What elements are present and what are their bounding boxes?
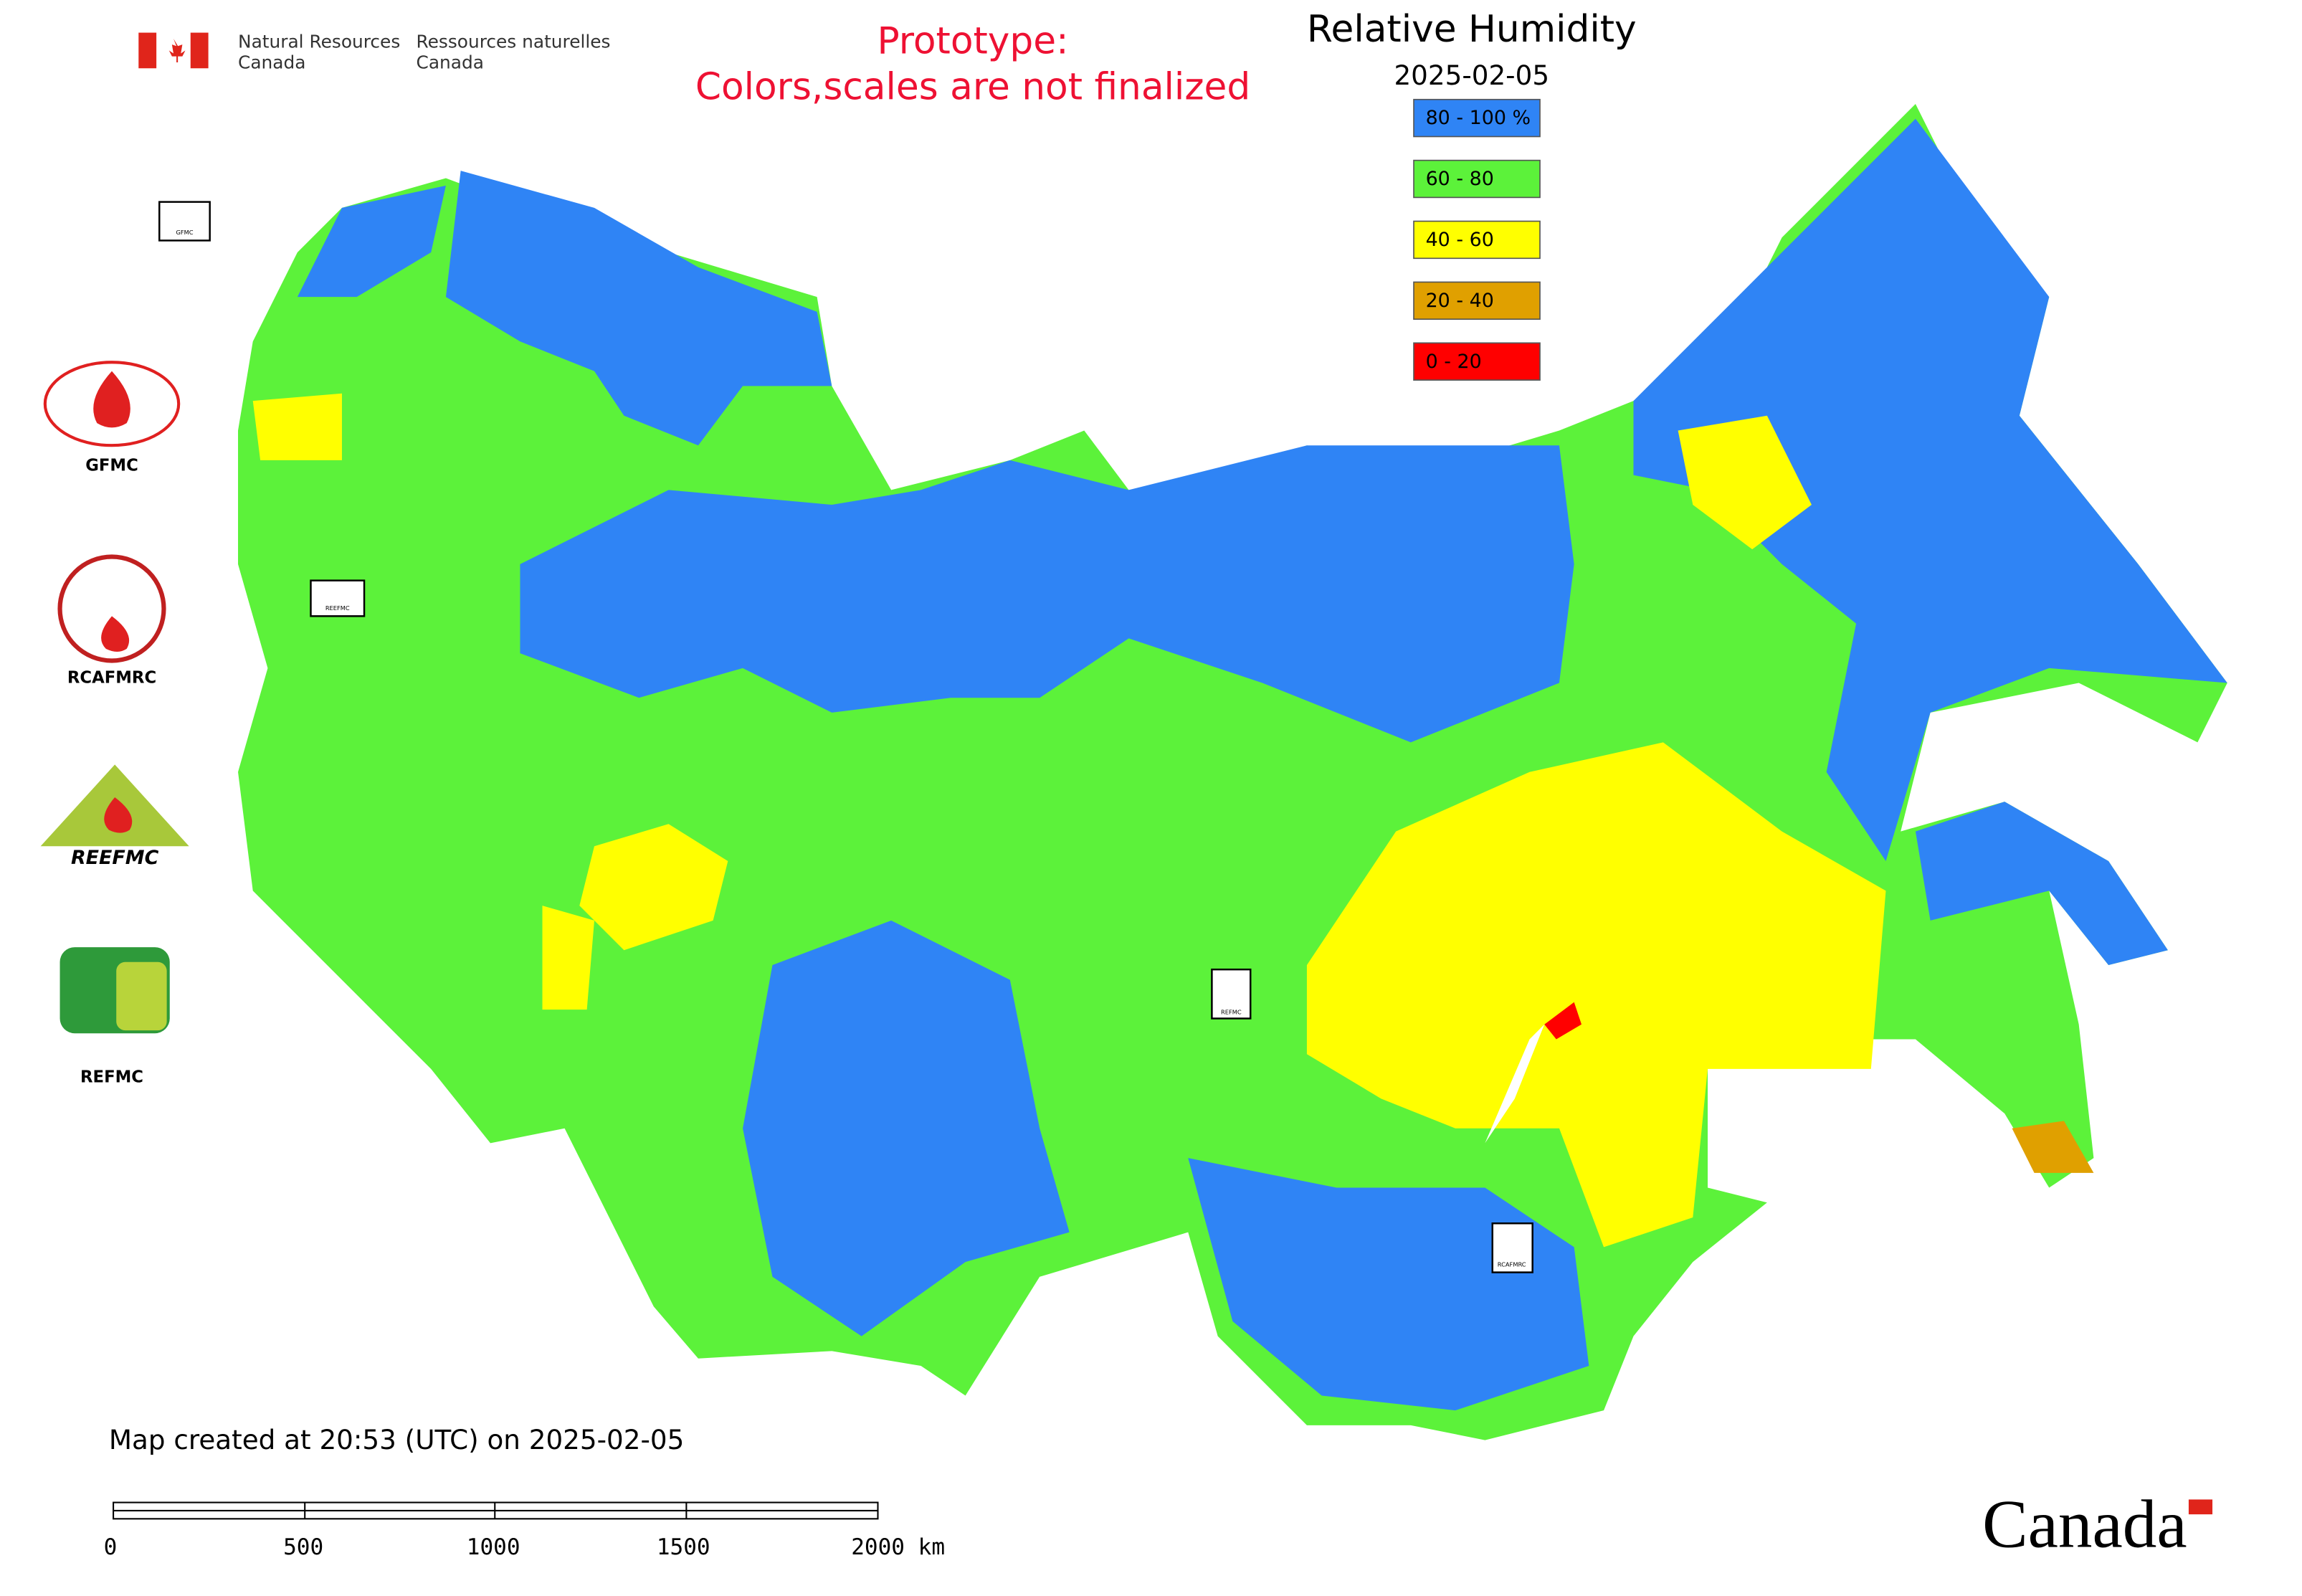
agency-fr: Canada [417, 52, 484, 72]
notice: Colors,scales are not finalized [695, 66, 1250, 109]
legend-swatch [1413, 281, 1541, 320]
gfmc-flame [93, 371, 130, 428]
created-note: Map created at 20:53 (UTC) on 2025-02-05 [109, 1424, 684, 1455]
legend-swatch [1413, 159, 1541, 199]
flag-bar [190, 32, 209, 69]
agency-en: Canada [238, 52, 305, 72]
legend-swatch [1413, 98, 1541, 138]
refmc-logo-part [116, 961, 167, 1031]
legend-label: 20 - 40 [1426, 290, 1494, 312]
legend-label: 0 - 20 [1426, 351, 1482, 373]
map-date: 2025-02-05 [1394, 60, 1549, 91]
wordmark-flag [2188, 1499, 2213, 1515]
marker-label: REFMC [1221, 1008, 1242, 1015]
rcafmrc-logo [57, 554, 166, 663]
humidity-zone [1306, 742, 1886, 1248]
humidity-zone [252, 393, 342, 460]
marker [1491, 1222, 1533, 1273]
gfmc-logo [43, 361, 181, 447]
map-markers [158, 201, 1533, 1273]
legend-label: 40 - 60 [1426, 229, 1494, 251]
logo-label: GFMC [85, 456, 138, 475]
humidity-zone [1188, 1158, 1589, 1411]
canada-wordmark: Canada [1982, 1486, 2187, 1562]
side-logos: GFMC RCAFMRC REEFMC REFMC [40, 361, 189, 1087]
logo-label: RCAFMRC [67, 669, 156, 688]
lake [1485, 1024, 1545, 1144]
marker-label: GFMC [176, 229, 193, 236]
humidity-zone [445, 171, 832, 446]
humidity-zone [2012, 1121, 2094, 1173]
humidity-zone [743, 920, 1070, 1336]
legend-label: 60 - 80 [1426, 168, 1494, 190]
flag-bar [138, 32, 157, 69]
humidity-zone [1678, 415, 1812, 550]
marker-label: REEFMC [325, 604, 350, 612]
humidity-zone [520, 445, 1574, 743]
scale-label: 500 [283, 1534, 323, 1560]
rcafmrc-flame [101, 616, 130, 652]
marker [158, 201, 211, 242]
legend: 80 - 100 % 60 - 80 40 - 60 20 - 40 0 - 20 [1413, 98, 1541, 381]
humidity-zone [1544, 1002, 1582, 1040]
humidity-zone [579, 824, 728, 951]
scale-label: 0 [104, 1534, 118, 1560]
maple-leaf [168, 38, 186, 62]
map [238, 103, 2227, 1440]
logo-text: REEFMC [71, 847, 159, 869]
scale-label: 2000 km [851, 1534, 945, 1560]
scale-label: 1500 [657, 1534, 710, 1560]
scale-label: 1000 [467, 1534, 520, 1560]
agency-en: Natural Resources [238, 31, 400, 52]
logo-label: REFMC [80, 1068, 143, 1087]
scale-bar [113, 1501, 879, 1520]
marker [310, 579, 366, 617]
humidity-zone [542, 906, 594, 1010]
legend-swatch [1413, 342, 1541, 381]
marker [1211, 968, 1252, 1020]
map-title: Relative Humidity [1307, 8, 1637, 51]
legend-swatch [1413, 220, 1541, 260]
reefmc-flame [104, 797, 133, 833]
humidity-zone [1915, 802, 2168, 965]
humidity-zone [297, 185, 446, 298]
agency-fr: Ressources naturelles [417, 31, 611, 52]
notice: Prototype: [877, 20, 1068, 63]
legend-label: 80 - 100 % [1426, 107, 1531, 129]
marker-label: RCAFMRC [1498, 1260, 1526, 1268]
nrcan-signature: Natural Resources Canada Ressources natu… [138, 31, 611, 72]
humidity-zone [1633, 118, 2227, 862]
